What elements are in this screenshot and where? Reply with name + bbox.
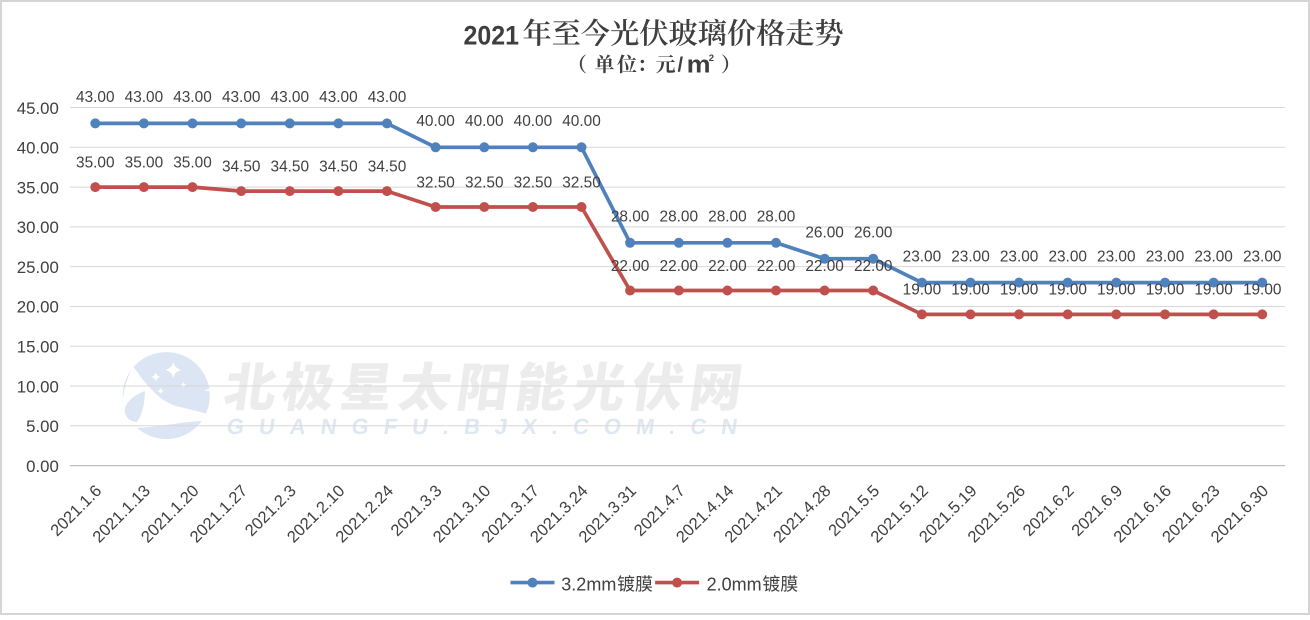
svg-text:2: 2 [709, 53, 714, 64]
svg-text:23.00: 23.00 [1000, 248, 1039, 265]
svg-text:22.00: 22.00 [757, 258, 796, 275]
svg-text:30.00: 30.00 [17, 218, 59, 237]
svg-text:40.00: 40.00 [17, 139, 59, 158]
svg-text:19.00: 19.00 [1000, 282, 1039, 299]
svg-text:43.00: 43.00 [173, 89, 212, 106]
svg-text:22.00: 22.00 [708, 258, 747, 275]
svg-text:43.00: 43.00 [125, 89, 164, 106]
svg-text:22.00: 22.00 [660, 258, 699, 275]
svg-text:32.50: 32.50 [514, 174, 553, 191]
svg-text:43.00: 43.00 [222, 89, 261, 106]
svg-text:23.00: 23.00 [1146, 248, 1185, 265]
svg-text:/: / [678, 55, 684, 77]
svg-text:35.00: 35.00 [173, 154, 212, 171]
svg-text:40.00: 40.00 [416, 113, 455, 130]
svg-text:34.50: 34.50 [319, 158, 358, 175]
svg-text:26.00: 26.00 [805, 225, 844, 242]
svg-text:23.00: 23.00 [1243, 248, 1282, 265]
svg-text:23.00: 23.00 [903, 248, 942, 265]
svg-text:23.00: 23.00 [951, 248, 990, 265]
svg-text:34.50: 34.50 [222, 158, 261, 175]
svg-text:28.00: 28.00 [757, 209, 796, 226]
svg-text:m: m [687, 51, 711, 78]
svg-text:26.00: 26.00 [854, 225, 893, 242]
svg-text:28.00: 28.00 [708, 209, 747, 226]
svg-text:35.00: 35.00 [125, 154, 164, 171]
svg-text:3.2mm: 3.2mm [561, 574, 616, 594]
svg-text:10.00: 10.00 [17, 377, 59, 396]
svg-text:43.00: 43.00 [319, 89, 358, 106]
svg-text:40.00: 40.00 [562, 113, 601, 130]
svg-text:GUANGFU.BJX.COM.CN: GUANGFU.BJX.COM.CN [225, 414, 754, 439]
svg-text:22.00: 22.00 [854, 258, 893, 275]
svg-text:35.00: 35.00 [76, 154, 115, 171]
svg-text:23.00: 23.00 [1097, 248, 1136, 265]
svg-text:19.00: 19.00 [951, 282, 990, 299]
svg-text:20.00: 20.00 [17, 298, 59, 317]
svg-text:19.00: 19.00 [1146, 282, 1185, 299]
svg-text:43.00: 43.00 [368, 89, 407, 106]
svg-text:40.00: 40.00 [465, 113, 504, 130]
svg-text:0.00: 0.00 [26, 457, 59, 476]
svg-text:23.00: 23.00 [1194, 248, 1233, 265]
svg-text:45.00: 45.00 [17, 99, 59, 118]
svg-text:23.00: 23.00 [1048, 248, 1087, 265]
svg-text:32.50: 32.50 [465, 174, 504, 191]
svg-text:35.00: 35.00 [17, 178, 59, 197]
svg-text:34.50: 34.50 [368, 158, 407, 175]
svg-text:28.00: 28.00 [611, 209, 650, 226]
svg-text:43.00: 43.00 [76, 89, 115, 106]
svg-text:5.00: 5.00 [26, 417, 59, 436]
svg-text:19.00: 19.00 [1243, 282, 1282, 299]
svg-text:43.00: 43.00 [271, 89, 310, 106]
svg-text:15.00: 15.00 [17, 338, 59, 357]
svg-text:28.00: 28.00 [660, 209, 699, 226]
svg-text:2.0mm: 2.0mm [707, 574, 762, 594]
svg-text:34.50: 34.50 [271, 158, 310, 175]
svg-text:40.00: 40.00 [514, 113, 553, 130]
svg-text:32.50: 32.50 [416, 174, 455, 191]
svg-text:22.00: 22.00 [611, 258, 650, 275]
svg-text:19.00: 19.00 [903, 282, 942, 299]
svg-text:25.00: 25.00 [17, 258, 59, 277]
svg-text:32.50: 32.50 [562, 174, 601, 191]
svg-text:19.00: 19.00 [1048, 282, 1087, 299]
svg-text:19.00: 19.00 [1194, 282, 1233, 299]
svg-text:2021: 2021 [464, 20, 520, 50]
svg-text:22.00: 22.00 [805, 258, 844, 275]
svg-text:19.00: 19.00 [1097, 282, 1136, 299]
